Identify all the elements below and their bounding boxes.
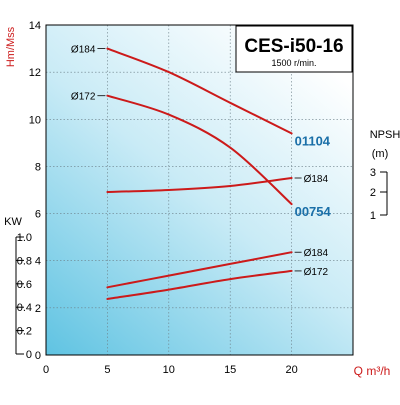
x-tick-label: 15 bbox=[224, 364, 236, 376]
power-tick-label: 1.0 bbox=[17, 232, 32, 244]
power-curve-d184 bbox=[106, 251, 293, 289]
npsh-curve-label: Ø184 bbox=[304, 174, 329, 185]
head-tick-labels: 0 2 4 6 8 10 12 14 bbox=[29, 20, 41, 362]
head-tick-label: 2 bbox=[35, 303, 41, 315]
head-tick-label: 0 bbox=[35, 350, 41, 362]
head-tick-label: 8 bbox=[35, 161, 41, 173]
head-curve-d172 bbox=[106, 94, 293, 206]
npsh-tick-label: 2 bbox=[370, 187, 376, 199]
curve-labels: Ø184 01104 Ø172 00754 Ø184 Ø184 Ø172 bbox=[71, 45, 332, 278]
npsh-unit-label: (m) bbox=[372, 148, 389, 160]
head-curve-d184 bbox=[106, 47, 293, 135]
head-axis-label: Hm/Mss bbox=[5, 26, 17, 67]
head-tick-label: 14 bbox=[29, 20, 41, 32]
power-tick-labels: 0 0.2 0.4 0.6 0.8 1.0 bbox=[16, 232, 32, 361]
x-tick-label: 20 bbox=[285, 364, 297, 376]
title-box bbox=[235, 25, 353, 73]
x-tick-label: 10 bbox=[163, 364, 175, 376]
power-tick-label: 0.2 bbox=[17, 326, 32, 338]
model-code-01104: 01104 bbox=[295, 133, 331, 148]
npsh-axis-label: NPSH bbox=[370, 129, 400, 141]
power-axis-label: KW bbox=[4, 216, 22, 228]
power-tick-label: 0.8 bbox=[17, 255, 32, 267]
npsh-curve bbox=[106, 177, 293, 193]
x-tick-label: 0 bbox=[43, 364, 49, 376]
npsh-tick-label: 3 bbox=[370, 167, 376, 179]
head-tick-label: 10 bbox=[29, 114, 41, 126]
plot-border bbox=[45, 24, 354, 356]
chart-title: CES-i50-16 bbox=[244, 36, 343, 57]
npsh-tick-label: 1 bbox=[370, 210, 376, 222]
plot-background bbox=[46, 25, 353, 355]
chart-subtitle: 1500 r/min. bbox=[271, 58, 316, 68]
npsh-tick-labels: 1 2 3 bbox=[370, 167, 387, 222]
power-curve-label-d184: Ø184 bbox=[304, 248, 329, 259]
x-axis-label: Q m³/h bbox=[354, 364, 391, 378]
x-tick-labels: 0 5 10 15 20 bbox=[43, 364, 298, 376]
power-curve-label-d172: Ø172 bbox=[304, 267, 329, 278]
power-tick-label: 0.6 bbox=[17, 279, 32, 291]
head-tick-label: 4 bbox=[35, 256, 41, 268]
model-code-00754: 00754 bbox=[295, 204, 332, 219]
head-tick-label: 12 bbox=[29, 67, 41, 79]
power-tick-label: 0.4 bbox=[17, 302, 32, 314]
head-curve-label-d172: Ø172 bbox=[71, 92, 96, 103]
curves bbox=[106, 47, 293, 300]
head-tick-label: 6 bbox=[35, 209, 41, 221]
power-tick-label: 0 bbox=[26, 349, 32, 361]
x-tick-label: 5 bbox=[104, 364, 110, 376]
head-curve-label-d184: Ø184 bbox=[71, 45, 96, 56]
power-curve-d172 bbox=[106, 269, 293, 300]
